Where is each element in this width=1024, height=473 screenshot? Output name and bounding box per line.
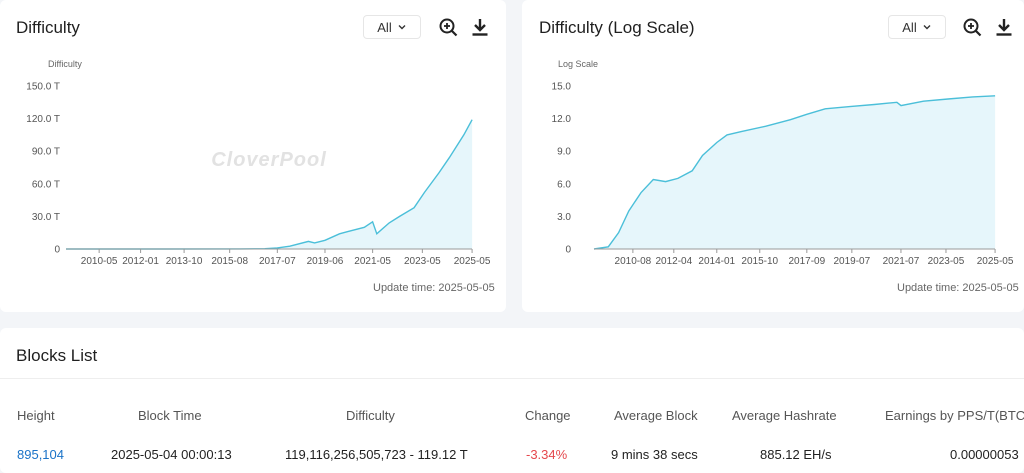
column-header-difficulty: Difficulty — [346, 408, 395, 423]
divider — [0, 378, 1024, 379]
column-header-block-time: Block Time — [138, 408, 202, 423]
column-header-height: Height — [17, 408, 55, 423]
y-tick-label: 120.0 T — [26, 114, 60, 125]
y-tick-label: 12.0 — [552, 114, 572, 125]
x-tick-label: 2021-05 — [354, 256, 391, 267]
x-tick-label: 2023-05 — [928, 256, 965, 267]
difficulty-log-card: Difficulty (Log Scale) All Log Scale 0 3.0… — [522, 0, 1024, 312]
column-header-earnings: Earnings by PPS/T(BTC) — [885, 408, 1024, 423]
range-select[interactable]: All — [363, 15, 421, 39]
x-tick-label: 2015-08 — [211, 256, 248, 267]
x-tick-label: 2025-05 — [454, 256, 491, 267]
x-tick-label: 2015-10 — [741, 256, 778, 267]
card-title: Difficulty — [16, 18, 80, 37]
x-tick-label: 2019-07 — [833, 256, 870, 267]
y-tick-label: 0 — [565, 245, 571, 256]
zoom-in-icon[interactable] — [438, 17, 458, 37]
block-average-time: 9 mins 38 secs — [611, 447, 698, 462]
series-area — [594, 95, 996, 249]
x-tick-label: 2014-01 — [698, 256, 735, 267]
x-tick-label: 2025-05 — [977, 256, 1014, 267]
y-axis-title: Difficulty — [48, 59, 82, 69]
block-change: -3.34% — [526, 447, 568, 462]
watermark-logo: CloverPool — [211, 149, 327, 171]
blocks-list-title: Blocks List — [16, 346, 98, 365]
blocks-list-card: Blocks List Height Block Time Difficulty… — [0, 328, 1024, 473]
series-line — [66, 119, 473, 250]
y-tick-label: 15.0 — [552, 82, 572, 93]
y-tick-label: 90.0 T — [32, 147, 60, 158]
y-tick-label: 30.0 T — [32, 212, 60, 223]
y-tick-label: 60.0 T — [32, 179, 60, 190]
x-tick-label: 2017-07 — [259, 256, 296, 267]
column-header-average-hashrate: Average Hashrate — [732, 408, 837, 423]
difficulty-log-chart: Log Scale03.06.09.012.015.0CloverPool201… — [552, 59, 1014, 267]
download-icon[interactable] — [994, 17, 1014, 37]
card-title: Difficulty (Log Scale) — [539, 18, 695, 37]
difficulty-card: Difficulty All Difficulty 0 30.0 T 60.0 T 90… — [0, 0, 506, 312]
x-tick-label: 2012-04 — [655, 256, 692, 267]
x-tick-label: 2021-07 — [883, 256, 920, 267]
range-value: All — [902, 19, 917, 35]
zoom-in-icon[interactable] — [962, 17, 982, 37]
column-header-change: Change — [525, 408, 571, 423]
block-earnings: 0.00000053 — [950, 447, 1019, 462]
y-axis-title: Log Scale — [558, 59, 598, 69]
y-tick-label: 3.0 — [557, 212, 571, 223]
y-tick-label: 150.0 T — [26, 82, 60, 93]
download-icon[interactable] — [470, 17, 490, 37]
x-tick-label: 2023-05 — [404, 256, 441, 267]
block-difficulty: 119,116,256,505,723 - 119.12 T — [285, 447, 468, 462]
update-time: Update time: 2025-05-05 — [373, 282, 495, 294]
block-average-hashrate: 885.12 EH/s — [760, 447, 832, 462]
update-time: Update time: 2025-05-05 — [897, 282, 1019, 294]
x-tick-label: 2010-05 — [81, 256, 118, 267]
x-tick-label: 2012-01 — [122, 256, 159, 267]
column-header-average-block: Average Block — [614, 408, 698, 423]
difficulty-chart: Difficulty 0 30.0 T 60.0 T 90.0 T 120.0 T 150.… — [26, 59, 491, 267]
block-height-link[interactable]: 895,104 — [17, 447, 64, 462]
y-tick-label: 0 — [54, 245, 60, 256]
x-tick-label: 2013-10 — [166, 256, 203, 267]
x-tick-label: 2017-09 — [788, 256, 825, 267]
chevron-down-icon — [398, 25, 406, 30]
series-line — [593, 95, 996, 250]
x-tick-label: 2019-06 — [307, 256, 344, 267]
y-tick-label: 9.0 — [557, 147, 571, 158]
range-select[interactable]: All — [888, 15, 946, 39]
block-time: 2025-05-04 00:00:13 — [111, 447, 232, 462]
range-value: All — [377, 19, 392, 35]
series-area — [66, 119, 473, 249]
y-tick-label: 6.0 — [557, 179, 571, 190]
x-tick-label: 2010-08 — [615, 256, 652, 267]
chevron-down-icon — [923, 25, 931, 30]
